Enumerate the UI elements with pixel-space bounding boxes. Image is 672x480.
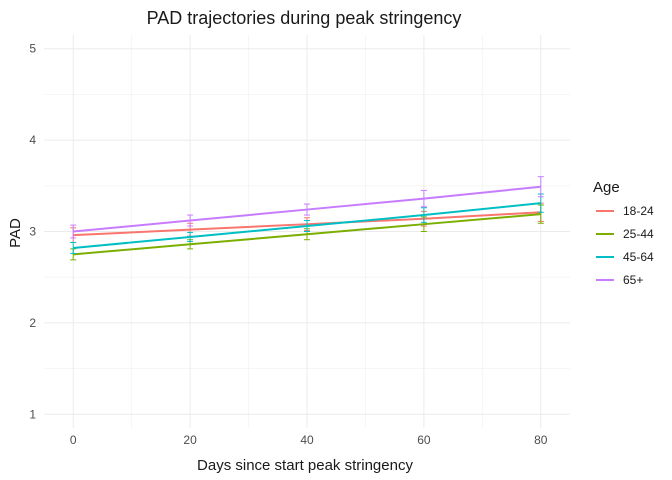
- x-tick-label: 40: [300, 433, 314, 447]
- x-tick-label: 80: [534, 433, 548, 447]
- series-45-64: [70, 193, 544, 254]
- series-65+: [70, 176, 544, 239]
- y-tick-label: 5: [29, 42, 36, 56]
- y-axis-title: PAD: [7, 218, 24, 248]
- y-tick-label: 3: [29, 225, 36, 239]
- legend-item: 18-24: [596, 204, 654, 218]
- x-tick-label: 20: [183, 433, 197, 447]
- x-axis-title: Days since start peak stringency: [197, 457, 413, 474]
- legend: Age 18-24 25-44 45-64 65+: [593, 179, 654, 287]
- legend-label: 18-24: [623, 204, 654, 218]
- x-tick-label: 60: [417, 433, 431, 447]
- legend-label: 65+: [623, 273, 643, 287]
- y-tick-label: 2: [29, 316, 36, 330]
- series-layer: [70, 176, 544, 261]
- legend-item: 65+: [596, 273, 643, 287]
- legend-item: 25-44: [596, 227, 654, 241]
- tick-labels: 0 20 40 60 80 1 2 3 4 5: [29, 42, 547, 447]
- legend-item: 45-64: [596, 250, 654, 264]
- series-line: [73, 185, 541, 233]
- series-line: [73, 202, 541, 249]
- y-tick-label: 4: [29, 133, 36, 147]
- y-tick-label: 1: [29, 407, 36, 421]
- legend-title: Age: [593, 179, 620, 196]
- grid: [44, 35, 570, 428]
- legend-label: 45-64: [623, 250, 654, 264]
- legend-label: 25-44: [623, 227, 654, 241]
- chart-title: PAD trajectories during peak stringency: [147, 8, 462, 28]
- x-tick-label: 0: [70, 433, 77, 447]
- series-line: [73, 213, 541, 256]
